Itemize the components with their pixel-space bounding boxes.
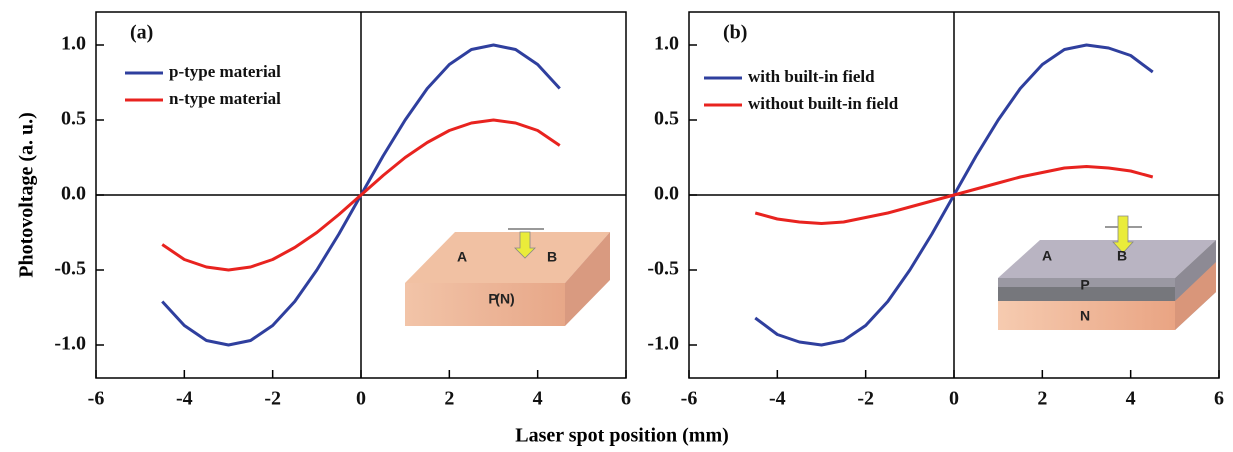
inset-label: A xyxy=(457,249,467,265)
y-tick-label: 0.0 xyxy=(61,183,86,205)
inset-label: P xyxy=(488,291,497,307)
x-tick-label: 0 xyxy=(356,388,366,410)
y-tick-label: 0.0 xyxy=(654,183,679,205)
panel-label: (a) xyxy=(130,22,153,44)
x-tick-label: -4 xyxy=(176,388,193,410)
x-axis-label: Laser spot position (mm) xyxy=(515,425,729,447)
inset-label: P xyxy=(1080,277,1089,293)
line-series xyxy=(161,118,561,272)
x-tick-label: -2 xyxy=(857,388,874,410)
y-axis-label: Photovoltage (a. u.) xyxy=(16,112,38,278)
inset-label: B xyxy=(547,249,557,265)
inset-label: (N) xyxy=(495,291,514,307)
inset-a xyxy=(405,228,610,326)
y-tick-label: -1.0 xyxy=(647,333,679,355)
legend-label: p-type material xyxy=(169,62,281,81)
y-tick-label: 1.0 xyxy=(654,33,679,55)
legend-label: with built-in field xyxy=(748,67,875,86)
y-tick-label: 1.0 xyxy=(61,33,86,55)
x-tick-label: 2 xyxy=(444,388,454,410)
x-tick-label: -4 xyxy=(769,388,786,410)
legend-label: without built-in field xyxy=(748,94,899,113)
x-tick-label: 4 xyxy=(1126,388,1136,410)
line-series xyxy=(754,165,1154,225)
inset-b xyxy=(998,215,1216,330)
y-tick-label: 0.5 xyxy=(61,108,86,130)
x-tick-label: -2 xyxy=(264,388,281,410)
legend-label: n-type material xyxy=(169,89,281,108)
inset-label: N xyxy=(1080,308,1090,324)
x-tick-label: 4 xyxy=(533,388,543,410)
y-tick-label: 0.5 xyxy=(654,108,679,130)
y-tick-label: -0.5 xyxy=(647,258,679,280)
x-tick-label: 6 xyxy=(1214,388,1224,410)
x-tick-label: 6 xyxy=(621,388,631,410)
x-tick-label: -6 xyxy=(88,388,105,410)
inset-label: A xyxy=(1042,248,1052,264)
panel-label: (b) xyxy=(723,22,747,44)
y-tick-label: -0.5 xyxy=(54,258,86,280)
x-tick-label: 0 xyxy=(949,388,959,410)
y-tick-label: -1.0 xyxy=(54,333,86,355)
x-tick-label: 2 xyxy=(1037,388,1047,410)
inset-label: B xyxy=(1117,248,1127,264)
x-tick-label: -6 xyxy=(681,388,698,410)
